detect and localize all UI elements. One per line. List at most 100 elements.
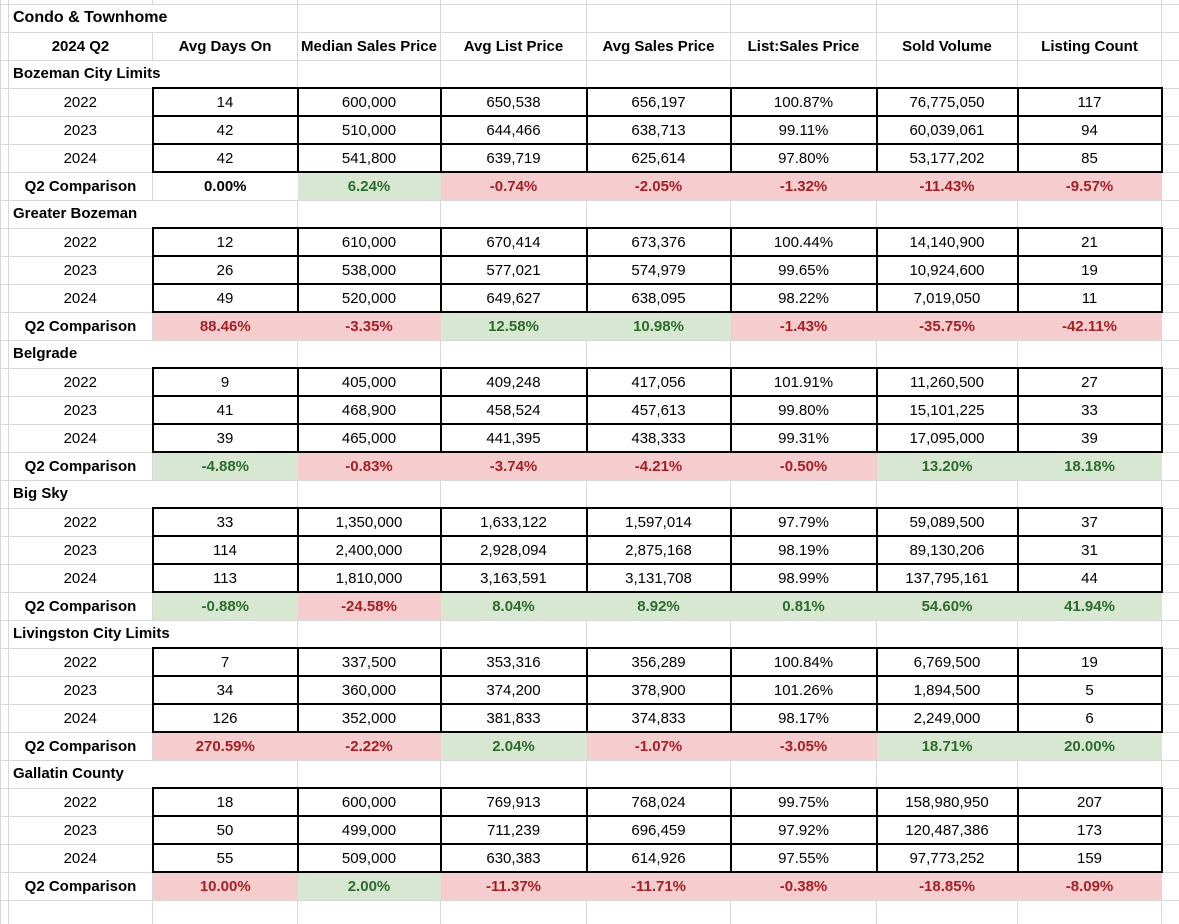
comparison-cell[interactable]: -11.43% xyxy=(876,172,1018,201)
data-cell[interactable]: 59,089,500 xyxy=(875,507,1019,537)
data-cell[interactable]: 600,000 xyxy=(296,787,442,817)
data-cell[interactable]: 2,400,000 xyxy=(296,535,442,565)
year-cell[interactable]: 2024 xyxy=(8,284,153,313)
data-cell[interactable]: 441,395 xyxy=(439,423,588,453)
comparison-cell[interactable]: -2.05% xyxy=(586,172,731,201)
data-cell[interactable]: 2,928,094 xyxy=(439,535,588,565)
data-cell[interactable]: 509,000 xyxy=(296,843,442,873)
year-cell[interactable]: 2023 xyxy=(8,676,153,705)
section-name[interactable]: Belgrade xyxy=(8,340,298,369)
data-cell[interactable]: 120,487,386 xyxy=(875,815,1019,845)
column-header[interactable]: List:Sales Price xyxy=(730,32,877,61)
data-cell[interactable]: 630,383 xyxy=(439,843,588,873)
data-cell[interactable]: 356,289 xyxy=(585,647,732,677)
data-cell[interactable]: 360,000 xyxy=(296,675,442,705)
data-cell[interactable]: 510,000 xyxy=(296,115,442,145)
column-header[interactable]: Avg Days On xyxy=(152,32,298,61)
data-cell[interactable]: 1,633,122 xyxy=(439,507,588,537)
comparison-label[interactable]: Q2 Comparison xyxy=(8,732,153,761)
year-cell[interactable]: 2024 xyxy=(8,704,153,733)
year-cell[interactable]: 2022 xyxy=(8,368,153,397)
comparison-cell[interactable]: -24.58% xyxy=(297,592,441,621)
data-cell[interactable]: 3,163,591 xyxy=(439,563,588,593)
data-cell[interactable]: 541,800 xyxy=(296,143,442,173)
comparison-cell[interactable]: 270.59% xyxy=(152,732,298,761)
data-cell[interactable]: 53,177,202 xyxy=(875,143,1019,173)
data-cell[interactable]: 2,875,168 xyxy=(585,535,732,565)
comparison-cell[interactable]: -3.05% xyxy=(730,732,877,761)
data-cell[interactable]: 353,316 xyxy=(439,647,588,677)
data-cell[interactable]: 173 xyxy=(1016,815,1163,845)
data-cell[interactable]: 101.26% xyxy=(729,675,878,705)
data-cell[interactable]: 639,719 xyxy=(439,143,588,173)
comparison-cell[interactable]: -4.88% xyxy=(152,452,298,481)
data-cell[interactable]: 1,597,014 xyxy=(585,507,732,537)
data-cell[interactable]: 405,000 xyxy=(296,367,442,397)
section-name[interactable]: Bozeman City Limits xyxy=(8,60,298,89)
column-header[interactable]: Listing Count xyxy=(1017,32,1162,61)
data-cell[interactable]: 55 xyxy=(151,843,299,873)
data-cell[interactable]: 15,101,225 xyxy=(875,395,1019,425)
year-cell[interactable]: 2022 xyxy=(8,648,153,677)
data-cell[interactable]: 711,239 xyxy=(439,815,588,845)
data-cell[interactable]: 42 xyxy=(151,115,299,145)
data-cell[interactable]: 85 xyxy=(1016,143,1163,173)
column-header[interactable]: Sold Volume xyxy=(876,32,1018,61)
comparison-cell[interactable]: 12.58% xyxy=(440,312,587,341)
data-cell[interactable]: 577,021 xyxy=(439,255,588,285)
data-cell[interactable]: 39 xyxy=(1016,423,1163,453)
comparison-cell[interactable]: -11.37% xyxy=(440,872,587,901)
comparison-cell[interactable]: -1.07% xyxy=(586,732,731,761)
data-cell[interactable]: 574,979 xyxy=(585,255,732,285)
data-cell[interactable]: 76,775,050 xyxy=(875,87,1019,117)
column-header[interactable]: Avg Sales Price xyxy=(586,32,731,61)
comparison-cell[interactable]: 18.18% xyxy=(1017,452,1162,481)
data-cell[interactable]: 60,039,061 xyxy=(875,115,1019,145)
data-cell[interactable]: 458,524 xyxy=(439,395,588,425)
data-cell[interactable]: 14 xyxy=(151,87,299,117)
data-cell[interactable]: 99.75% xyxy=(729,787,878,817)
data-cell[interactable]: 100.44% xyxy=(729,227,878,257)
data-cell[interactable]: 7,019,050 xyxy=(875,283,1019,313)
section-name[interactable]: Greater Bozeman xyxy=(8,200,298,229)
data-cell[interactable]: 99.65% xyxy=(729,255,878,285)
comparison-cell[interactable]: -1.43% xyxy=(730,312,877,341)
comparison-label[interactable]: Q2 Comparison xyxy=(8,872,153,901)
data-cell[interactable]: 11,260,500 xyxy=(875,367,1019,397)
comparison-cell[interactable]: -42.11% xyxy=(1017,312,1162,341)
data-cell[interactable]: 14,140,900 xyxy=(875,227,1019,257)
year-cell[interactable]: 2023 xyxy=(8,396,153,425)
data-cell[interactable]: 381,833 xyxy=(439,703,588,733)
comparison-cell[interactable]: -3.35% xyxy=(297,312,441,341)
year-cell[interactable]: 2024 xyxy=(8,564,153,593)
comparison-cell[interactable]: 0.81% xyxy=(730,592,877,621)
comparison-cell[interactable]: 10.00% xyxy=(152,872,298,901)
data-cell[interactable]: 656,197 xyxy=(585,87,732,117)
data-cell[interactable]: 94 xyxy=(1016,115,1163,145)
data-cell[interactable]: 417,056 xyxy=(585,367,732,397)
comparison-cell[interactable]: 18.71% xyxy=(876,732,1018,761)
year-cell[interactable]: 2023 xyxy=(8,256,153,285)
comparison-cell[interactable]: -0.88% xyxy=(152,592,298,621)
comparison-cell[interactable]: -0.74% xyxy=(440,172,587,201)
section-name[interactable]: Big Sky xyxy=(8,480,298,509)
data-cell[interactable]: 438,333 xyxy=(585,423,732,453)
data-cell[interactable]: 638,713 xyxy=(585,115,732,145)
period-cell[interactable]: 2024 Q2 xyxy=(8,32,153,61)
data-cell[interactable]: 10,924,600 xyxy=(875,255,1019,285)
comparison-cell[interactable]: 13.20% xyxy=(876,452,1018,481)
comparison-cell[interactable]: 8.92% xyxy=(586,592,731,621)
data-cell[interactable]: 137,795,161 xyxy=(875,563,1019,593)
data-cell[interactable]: 465,000 xyxy=(296,423,442,453)
data-cell[interactable]: 158,980,950 xyxy=(875,787,1019,817)
comparison-cell[interactable]: 8.04% xyxy=(440,592,587,621)
data-cell[interactable]: 98.99% xyxy=(729,563,878,593)
data-cell[interactable]: 100.84% xyxy=(729,647,878,677)
data-cell[interactable]: 97.92% xyxy=(729,815,878,845)
comparison-cell[interactable]: 41.94% xyxy=(1017,592,1162,621)
data-cell[interactable]: 33 xyxy=(1016,395,1163,425)
data-cell[interactable]: 638,095 xyxy=(585,283,732,313)
column-header[interactable]: Avg List Price xyxy=(440,32,587,61)
data-cell[interactable]: 159 xyxy=(1016,843,1163,873)
comparison-cell[interactable]: 0.00% xyxy=(152,172,298,201)
